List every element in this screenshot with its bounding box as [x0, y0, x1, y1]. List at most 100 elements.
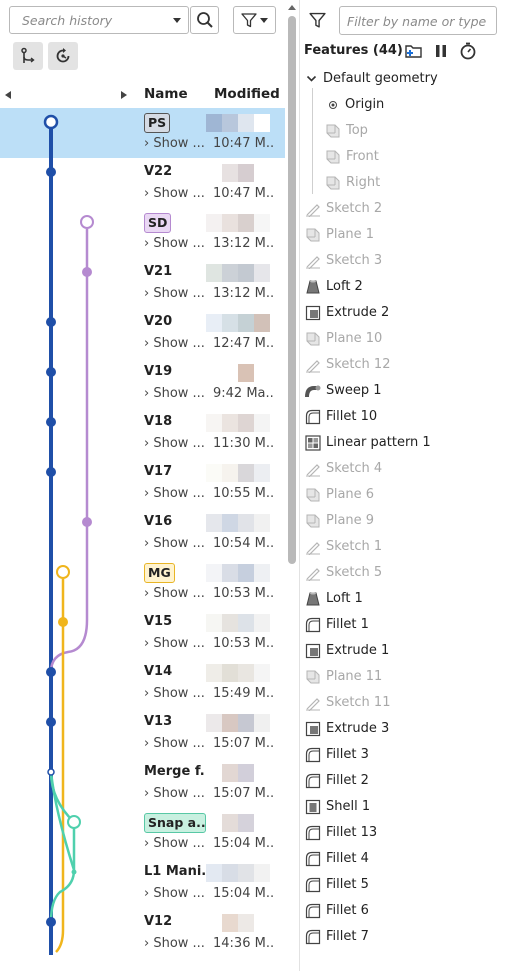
feature-item[interactable]: Shell 1	[301, 794, 521, 820]
feature-item[interactable]: Fillet 6	[301, 898, 521, 924]
history-row[interactable]: V16 › Show ... 10:54 M...	[0, 508, 285, 558]
history-row[interactable]: V14 › Show ... 15:49 M...	[0, 658, 285, 708]
show-details-toggle[interactable]: › Show ...	[144, 186, 205, 201]
feature-item[interactable]: Fillet 4	[301, 846, 521, 872]
filter-icon[interactable]	[309, 12, 326, 29]
chevron-down-icon[interactable]	[173, 18, 181, 23]
scroll-left-icon[interactable]	[5, 91, 11, 99]
search-history-input[interactable]: Search history	[9, 6, 189, 34]
show-details-toggle[interactable]: › Show ...	[144, 386, 205, 401]
default-plane-item[interactable]: Front	[301, 144, 521, 170]
feature-item[interactable]: Fillet 10	[301, 404, 521, 430]
modified-time: 15:49 M...	[213, 686, 275, 701]
feature-item[interactable]: Sketch 12	[301, 352, 521, 378]
history-row[interactable]: SD › Show ... 13:12 M...	[0, 208, 285, 258]
feature-item[interactable]: Fillet 5	[301, 872, 521, 898]
feature-item[interactable]: Plane 1	[301, 222, 521, 248]
history-row[interactable]: V20 › Show ... 12:47 M...	[0, 308, 285, 358]
feature-item[interactable]: Plane 11	[301, 664, 521, 690]
show-details-toggle[interactable]: › Show ...	[144, 786, 205, 801]
show-details-toggle[interactable]: › Show ...	[144, 886, 205, 901]
panel-divider[interactable]	[299, 0, 300, 971]
feature-item[interactable]: Plane 10	[301, 326, 521, 352]
add-folder-icon[interactable]	[405, 43, 423, 59]
default-geometry-group[interactable]: Default geometry	[301, 66, 521, 92]
feature-item[interactable]: Sketch 3	[301, 248, 521, 274]
feature-item[interactable]: Sketch 1	[301, 534, 521, 560]
history-row[interactable]: Snap a... › Show ... 15:04 M...	[0, 808, 285, 858]
feature-item[interactable]: Loft 2	[301, 274, 521, 300]
origin-item[interactable]: Origin	[301, 92, 521, 118]
history-row[interactable]: V19 › Show ... 9:42 Ma...	[0, 358, 285, 408]
feature-item[interactable]: Sketch 2	[301, 196, 521, 222]
node-v19	[46, 367, 56, 377]
column-name[interactable]: Name	[144, 86, 188, 102]
history-row[interactable]: PS › Show ... 10:47 M...	[0, 108, 285, 158]
feature-item[interactable]: Extrude 1	[301, 638, 521, 664]
feature-item[interactable]: Fillet 3	[301, 742, 521, 768]
version-name: L1 Mani...	[144, 864, 217, 879]
default-plane-item[interactable]: Right	[301, 170, 521, 196]
history-filter-button[interactable]	[233, 6, 276, 34]
modified-time: 13:12 M...	[213, 286, 275, 301]
history-row[interactable]: Merge f... › Show ... 15:07 M...	[0, 758, 285, 808]
stopwatch-icon[interactable]	[459, 42, 477, 60]
history-row[interactable]: V17 › Show ... 10:55 M...	[0, 458, 285, 508]
history-scrollbar-thumb[interactable]	[288, 16, 296, 564]
feature-item[interactable]: Sketch 11	[301, 690, 521, 716]
chevron-down-icon[interactable]	[306, 73, 317, 88]
feature-item[interactable]: Extrude 3	[301, 716, 521, 742]
scroll-up-icon[interactable]	[288, 5, 296, 10]
show-details-toggle[interactable]: › Show ...	[144, 586, 205, 601]
show-details-toggle[interactable]: › Show ...	[144, 736, 205, 751]
feature-label: Loft 1	[326, 591, 363, 606]
feature-label: Fillet 2	[326, 773, 369, 788]
show-details-toggle[interactable]: › Show ...	[144, 286, 205, 301]
branch-graph	[49, 122, 89, 955]
history-row[interactable]: V15 › Show ... 10:53 M...	[0, 608, 285, 658]
feature-item[interactable]: Sketch 5	[301, 560, 521, 586]
show-details-toggle[interactable]: › Show ...	[144, 236, 205, 251]
feature-item[interactable]: Plane 9	[301, 508, 521, 534]
feature-item[interactable]: Sweep 1	[301, 378, 521, 404]
show-details-toggle[interactable]: › Show ...	[144, 686, 205, 701]
show-details-toggle[interactable]: › Show ...	[144, 136, 205, 151]
plane-icon	[325, 175, 341, 191]
show-details-toggle[interactable]: › Show ...	[144, 436, 205, 451]
feature-filter-input[interactable]: Filter by name or type	[339, 6, 497, 35]
node-v20	[46, 317, 56, 327]
history-row[interactable]: L1 Mani... › Show ... 15:04 M...	[0, 858, 285, 908]
version-thumbnail	[206, 714, 270, 732]
show-details-toggle[interactable]: › Show ...	[144, 636, 205, 651]
scroll-right-icon[interactable]	[121, 91, 127, 99]
history-row[interactable]: MG › Show ... 10:53 M...	[0, 558, 285, 608]
show-details-toggle[interactable]: › Show ...	[144, 836, 205, 851]
feature-item[interactable]: Fillet 2	[301, 768, 521, 794]
show-details-toggle[interactable]: › Show ...	[144, 536, 205, 551]
branch-graph-button[interactable]	[13, 42, 43, 70]
modified-time: 15:07 M...	[213, 786, 275, 801]
feature-item[interactable]: Sketch 4	[301, 456, 521, 482]
modified-time: 10:47 M...	[213, 136, 275, 151]
feature-item[interactable]: Fillet 13	[301, 820, 521, 846]
version-tag: Snap a...	[144, 813, 206, 833]
history-row[interactable]: V13 › Show ... 15:07 M...	[0, 708, 285, 758]
history-row[interactable]: V12 › Show ... 14:36 M...	[0, 908, 285, 958]
history-row[interactable]: V21 › Show ... 13:12 M...	[0, 258, 285, 308]
feature-item[interactable]: Linear pattern 1	[301, 430, 521, 456]
feature-item[interactable]: Loft 1	[301, 586, 521, 612]
default-plane-item[interactable]: Top	[301, 118, 521, 144]
column-modified[interactable]: Modified	[214, 86, 280, 102]
show-details-toggle[interactable]: › Show ...	[144, 936, 205, 951]
history-row[interactable]: V22 › Show ... 10:47 M...	[0, 158, 285, 208]
feature-item[interactable]: Fillet 7	[301, 924, 521, 950]
feature-item[interactable]: Fillet 1	[301, 612, 521, 638]
pause-icon[interactable]	[434, 43, 448, 59]
feature-item[interactable]: Plane 6	[301, 482, 521, 508]
show-details-toggle[interactable]: › Show ...	[144, 336, 205, 351]
restore-version-button[interactable]	[48, 42, 78, 70]
show-details-toggle[interactable]: › Show ...	[144, 486, 205, 501]
history-row[interactable]: V18 › Show ... 11:30 M...	[0, 408, 285, 458]
feature-item[interactable]: Extrude 2	[301, 300, 521, 326]
search-button[interactable]	[190, 6, 219, 34]
